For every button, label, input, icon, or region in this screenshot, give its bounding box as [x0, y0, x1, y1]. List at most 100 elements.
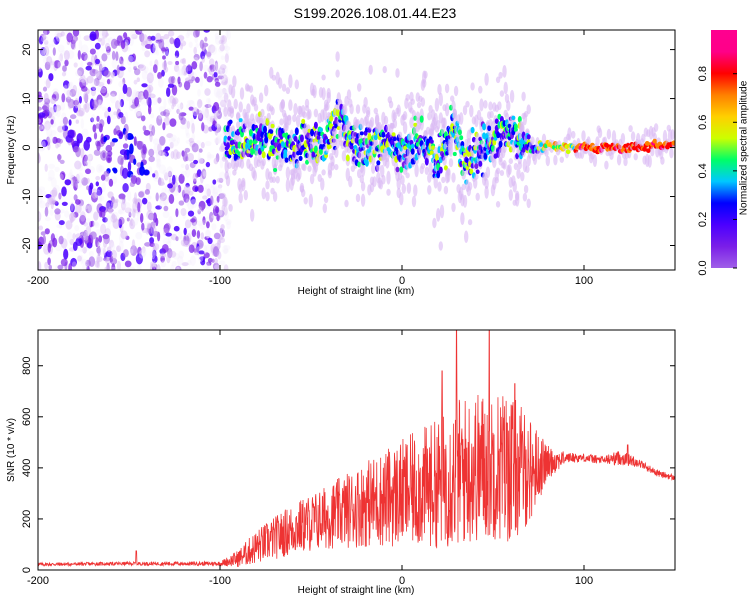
noise-cell	[41, 123, 49, 132]
spectrogram-frame	[37, 29, 676, 271]
noise-cell	[220, 80, 228, 86]
noise-cell	[163, 116, 170, 126]
band-halo-cell	[322, 203, 327, 214]
noise-cell	[144, 50, 151, 58]
band-halo-cell	[223, 106, 228, 117]
noise-cell	[217, 184, 223, 189]
noise-cell	[158, 77, 164, 88]
noise-cell	[87, 153, 94, 162]
noise-cell	[110, 249, 117, 260]
noise-cell	[51, 94, 57, 100]
noise-cell	[59, 50, 67, 56]
noise-cell	[164, 172, 169, 181]
band-halo-cell	[498, 71, 503, 79]
noise-cell	[181, 64, 188, 76]
noise-cell	[199, 39, 205, 49]
band-core-cell	[494, 118, 499, 124]
band-halo-cell	[258, 92, 264, 103]
noise-cell	[205, 140, 212, 147]
band-core-cell	[319, 148, 323, 155]
noise-cell	[152, 138, 160, 145]
noise-cell	[93, 132, 98, 140]
noise-cell	[184, 119, 189, 127]
noise-cell	[187, 152, 194, 162]
band-halo-cell	[628, 125, 633, 133]
band-core-cell	[299, 134, 304, 143]
noise-cell	[206, 221, 210, 229]
band-halo-cell	[321, 74, 326, 81]
colorbar: 0.0 0.2 0.4 0.6 0.8 Normalized spectral ampl…	[697, 30, 750, 276]
band-halo-cell	[239, 159, 245, 169]
noise-cell	[157, 72, 163, 80]
noise-cell	[80, 254, 84, 265]
noise-cell	[47, 163, 56, 169]
band-halo-cell	[478, 85, 483, 94]
noise-cell	[183, 185, 191, 195]
x-tick-label: -200	[27, 275, 49, 287]
band-halo-cell	[348, 175, 353, 188]
noise-cell	[63, 84, 68, 94]
band-core-cell	[498, 140, 503, 148]
noise-cell	[170, 134, 177, 142]
band-halo-cell	[427, 185, 432, 195]
noise-cell	[193, 221, 197, 231]
spectrogram-x-ticks: -200 -100 0 100	[27, 30, 593, 287]
band-halo-cell	[280, 99, 285, 109]
band-halo-cell	[641, 133, 646, 143]
noise-cell	[123, 249, 129, 258]
noise-cell	[134, 198, 142, 203]
band-core-cell	[436, 170, 441, 179]
band-halo-cell	[294, 79, 299, 90]
noise-cell	[203, 113, 211, 121]
band-core-cell	[434, 153, 439, 162]
noise-cell	[118, 132, 123, 140]
band-halo-cell	[303, 197, 308, 205]
noise-cell	[124, 207, 132, 214]
noise-cell	[159, 192, 167, 202]
band-halo-cell	[257, 154, 263, 164]
band-halo-cell	[272, 191, 278, 203]
noise-cell	[61, 201, 68, 206]
noise-cell	[136, 210, 141, 221]
noise-cell	[135, 253, 143, 265]
noise-cell	[77, 87, 82, 98]
band-core-cell	[273, 168, 278, 172]
band-core-cell	[429, 150, 434, 155]
noise-cell	[179, 102, 184, 110]
noise-cell	[152, 96, 158, 106]
noise-cell	[96, 163, 103, 173]
band-halo-cell	[385, 157, 390, 169]
noise-cell	[43, 30, 47, 38]
noise-cell	[176, 266, 180, 270]
spectrogram-y-label: Frequency (Hz)	[6, 116, 17, 185]
noise-cell	[69, 238, 75, 246]
band-halo-cell	[595, 136, 600, 147]
band-core-cell	[319, 127, 323, 133]
noise-cell	[213, 137, 221, 144]
noise-cell	[57, 44, 65, 53]
noise-cell	[72, 233, 76, 240]
band-halo-cell	[320, 177, 325, 191]
noise-cell	[129, 143, 134, 155]
noise-cell	[60, 258, 68, 267]
colorbar-tick-label: 0.8	[697, 66, 709, 81]
noise-cell	[182, 240, 191, 247]
band-halo-cell	[365, 106, 371, 116]
noise-cell	[158, 164, 167, 174]
band-core-cell	[329, 115, 334, 122]
noise-cell	[39, 196, 43, 204]
noise-cell	[128, 135, 134, 140]
noise-cell	[69, 88, 77, 97]
noise-cell	[198, 112, 204, 122]
band-halo-cell	[307, 109, 312, 120]
noise-cell	[122, 183, 129, 193]
noise-cell	[82, 246, 87, 254]
noise-cell	[106, 246, 112, 253]
noise-cell	[199, 222, 206, 230]
noise-cell	[178, 250, 184, 259]
band-halo-cell	[660, 156, 665, 165]
noise-cell	[212, 186, 220, 195]
band-halo-cell	[581, 130, 586, 142]
noise-cell	[156, 162, 161, 169]
noise-cell	[185, 163, 190, 171]
